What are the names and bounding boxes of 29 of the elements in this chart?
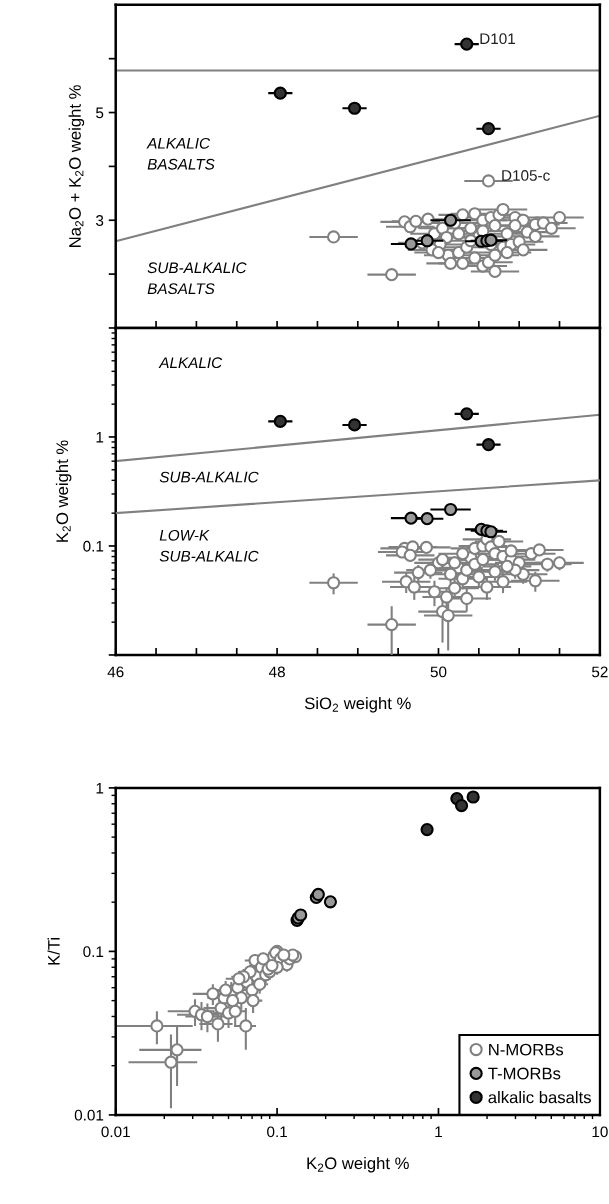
y-axis-title: K/Ti: [47, 938, 60, 965]
x-tick-label: 10: [592, 1126, 608, 1138]
x-tick-label: 1: [435, 1126, 442, 1138]
x-tick-label: 50: [430, 666, 447, 678]
annotation: D101: [480, 33, 515, 45]
annotation: SUB-ALKALIC: [159, 471, 259, 483]
x-tick-label: 46: [107, 666, 124, 678]
y-tick-label: 1: [96, 432, 104, 443]
y-axis-title: Na$_{2}$O + K$_{2}$O weight %: [68, 85, 85, 247]
x-tick-label: 48: [268, 666, 285, 678]
legend-label: T-MORBs: [488, 1067, 561, 1080]
y-tick-label: 0.1: [83, 946, 104, 958]
annotation: ALKALIC BASALTS: [146, 137, 215, 170]
y-tick-label: 1: [96, 782, 104, 794]
y-tick-label: 5: [96, 107, 104, 119]
y-tick-label: 0.1: [83, 540, 104, 552]
annotation: SUB-ALKALIC BASALTS: [147, 262, 247, 295]
x-axis-title: SiO$_{2}$ weight %: [304, 697, 411, 713]
x-tick-label: 0.1: [267, 1126, 287, 1138]
annotation: LOW-K SUB-ALKALIC: [159, 529, 259, 562]
x-tick-label: 52: [591, 666, 608, 678]
y-axis-title: K$_{2}$O weight %: [55, 440, 72, 542]
x-axis-title: K$_{2}$O weight %: [307, 1156, 409, 1173]
annotation: D105-c: [502, 170, 550, 181]
legend-label: alkalic basalts: [488, 1091, 591, 1104]
legend-label: N-MORBs: [489, 1043, 564, 1056]
annotation: ALKALIC: [158, 357, 223, 369]
y-tick-label: 3: [95, 215, 104, 226]
y-tick-label: 0.01: [74, 1109, 104, 1121]
